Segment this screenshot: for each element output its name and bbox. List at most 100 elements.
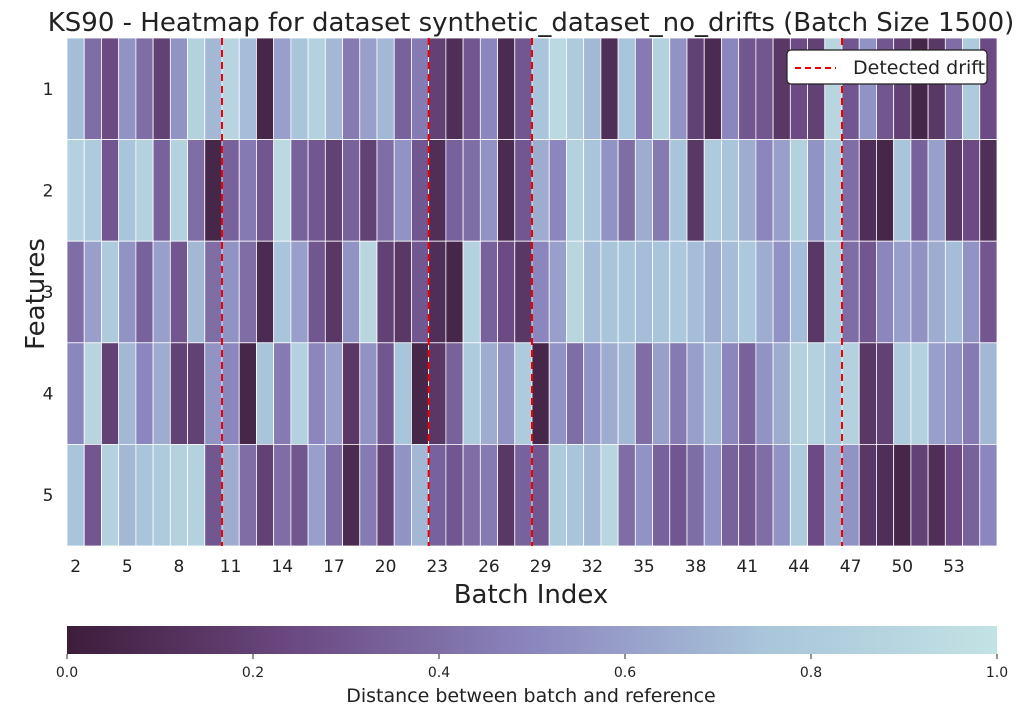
heatmap-cell: [600, 240, 619, 344]
heatmap-cell: [738, 37, 757, 140]
heatmap-cell: [169, 342, 188, 445]
x-tick-label: 20: [375, 557, 397, 577]
heatmap-cell: [169, 240, 188, 344]
heatmap-cell: [290, 240, 309, 344]
heatmap-cell: [600, 139, 619, 242]
heatmap-cell: [566, 139, 585, 242]
colorbar-tick-label: 0.0: [56, 665, 78, 681]
heatmap-cell: [721, 139, 740, 242]
heatmap-cell: [187, 342, 206, 445]
heatmap-cell: [566, 240, 585, 344]
x-tick-label: 14: [271, 557, 293, 577]
heatmap-cell: [772, 443, 791, 547]
heatmap-cells: [66, 37, 998, 547]
heatmap-cell: [910, 342, 929, 445]
heatmap-cell: [169, 443, 188, 547]
heatmap-cell: [290, 139, 309, 242]
heatmap-cell: [221, 37, 240, 140]
heatmap-cell: [135, 37, 154, 140]
heatmap-cell: [566, 37, 585, 140]
heatmap-cell: [359, 37, 378, 140]
heatmap-cell: [152, 37, 171, 140]
x-tick-label: 38: [685, 557, 707, 577]
heatmap-cell: [548, 37, 567, 140]
heatmap-cell: [979, 342, 998, 445]
heatmap-cell: [772, 240, 791, 344]
heatmap-cell: [910, 240, 929, 344]
heatmap-cell: [617, 139, 636, 242]
heatmap-cell: [342, 443, 361, 547]
heatmap-cell: [101, 139, 120, 242]
heatmap-cell: [359, 342, 378, 445]
heatmap-cell: [531, 443, 550, 547]
heatmap-cell: [789, 342, 808, 445]
heatmap-cell: [359, 240, 378, 344]
heatmap-cell: [83, 240, 102, 344]
heatmap-cell: [376, 443, 395, 547]
heatmap-cell: [101, 37, 120, 140]
heatmap-cell: [807, 139, 826, 242]
heatmap-cell: [290, 342, 309, 445]
heatmap-cell: [393, 139, 412, 242]
x-axis-label: Batch Index: [454, 580, 609, 610]
heatmap-cell: [721, 37, 740, 140]
heatmap-cell: [652, 240, 671, 344]
heatmap-cell: [652, 37, 671, 140]
heatmap-cell: [101, 443, 120, 547]
heatmap-cell: [721, 342, 740, 445]
heatmap-cell: [238, 37, 257, 140]
heatmap-cell: [118, 240, 137, 344]
heatmap-cell: [290, 443, 309, 547]
heatmap-cell: [841, 240, 860, 344]
heatmap-cell: [962, 240, 981, 344]
legend-box: [786, 49, 988, 85]
heatmap-cell: [273, 37, 292, 140]
colorbar-tick-label: 1.0: [986, 665, 1008, 681]
heatmap-cell: [411, 443, 430, 547]
heatmap-cell: [411, 240, 430, 344]
heatmap-cell: [187, 240, 206, 344]
heatmap-cell: [721, 443, 740, 547]
heatmap-cell: [324, 342, 343, 445]
heatmap-cell: [514, 443, 533, 547]
heatmap-cell: [634, 37, 653, 140]
heatmap-cell: [652, 443, 671, 547]
heatmap-cell: [858, 342, 877, 445]
heatmap-cell: [497, 37, 516, 140]
heatmap-cell: [686, 342, 705, 445]
heatmap-cell: [531, 37, 550, 140]
heatmap-cell: [634, 342, 653, 445]
heatmap-cell: [944, 139, 963, 242]
heatmap-cell: [686, 443, 705, 547]
heatmap-cell: [135, 443, 154, 547]
heatmap-cell: [152, 139, 171, 242]
heatmap-cell: [703, 139, 722, 242]
heatmap-cell: [841, 443, 860, 547]
heatmap-cell: [135, 139, 154, 242]
heatmap-cell: [703, 37, 722, 140]
heatmap-cell: [462, 342, 481, 445]
heatmap-cell: [273, 342, 292, 445]
heatmap-cell: [256, 342, 275, 445]
heatmap-cell: [927, 342, 946, 445]
heatmap-cell: [669, 240, 688, 344]
heatmap-cell: [858, 443, 877, 547]
heatmap-cell: [531, 139, 550, 242]
heatmap-cell: [979, 443, 998, 547]
heatmap-cell: [445, 37, 464, 140]
heatmap-cell: [307, 240, 326, 344]
heatmap-cell: [531, 240, 550, 344]
colorbar-label: Distance between batch and reference: [346, 685, 716, 707]
heatmap-cell: [944, 443, 963, 547]
heatmap-cell: [617, 342, 636, 445]
heatmap-cell: [497, 240, 516, 344]
heatmap-cell: [118, 443, 137, 547]
heatmap-cell: [204, 443, 223, 547]
x-tick-label: 26: [478, 557, 500, 577]
heatmap-cell: [548, 139, 567, 242]
x-tick-label: 11: [220, 557, 242, 577]
heatmap-cell: [101, 342, 120, 445]
heatmap-cell: [238, 139, 257, 242]
heatmap-cell: [169, 139, 188, 242]
